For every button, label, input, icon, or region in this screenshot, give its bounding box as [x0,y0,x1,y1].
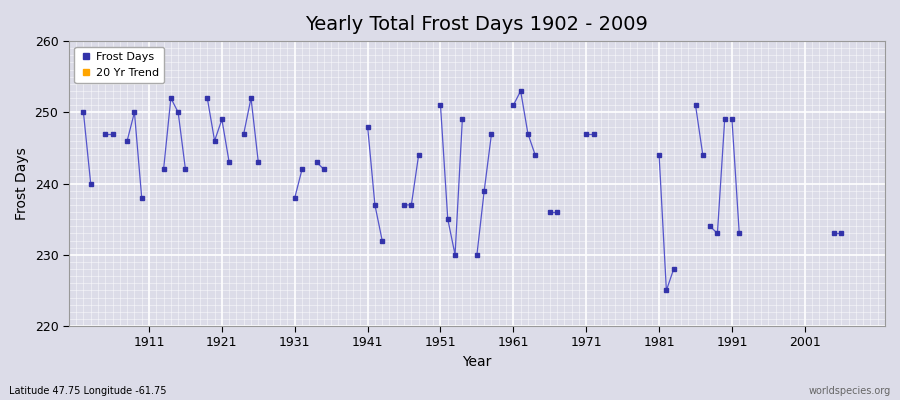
Text: Latitude 47.75 Longitude -61.75: Latitude 47.75 Longitude -61.75 [9,386,166,396]
Title: Yearly Total Frost Days 1902 - 2009: Yearly Total Frost Days 1902 - 2009 [305,15,648,34]
Text: worldspecies.org: worldspecies.org [809,386,891,396]
X-axis label: Year: Year [463,355,491,369]
Legend: Frost Days, 20 Yr Trend: Frost Days, 20 Yr Trend [75,47,164,83]
Y-axis label: Frost Days: Frost Days [15,147,29,220]
